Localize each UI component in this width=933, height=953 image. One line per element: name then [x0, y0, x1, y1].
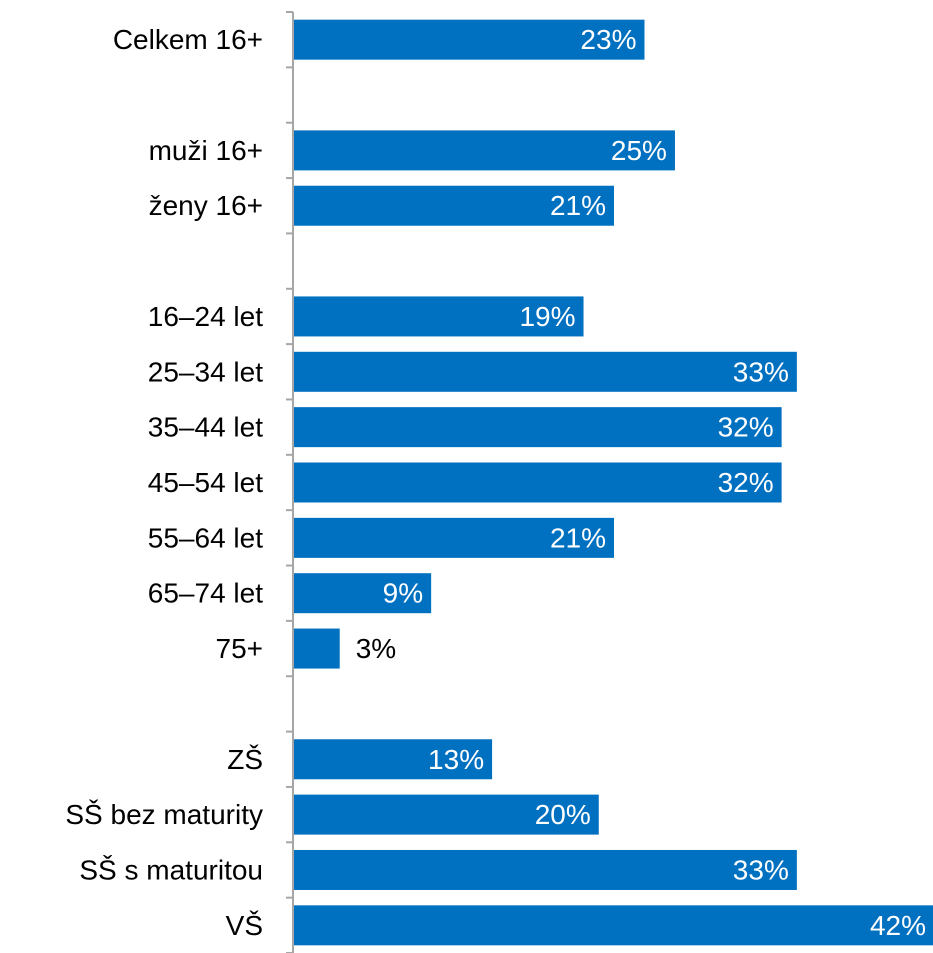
value-label: 25%	[611, 135, 667, 166]
category-label: 16–24 let	[148, 301, 263, 332]
bar	[294, 463, 782, 503]
value-label: 42%	[870, 910, 926, 941]
value-label: 21%	[550, 190, 606, 221]
value-label: 33%	[733, 854, 789, 885]
axis-ticks	[286, 12, 293, 953]
category-label: 45–54 let	[148, 467, 263, 498]
category-label: 55–64 let	[148, 522, 263, 553]
category-label: SŠ bez maturity	[65, 799, 263, 830]
bar	[294, 629, 340, 669]
category-label: 25–34 let	[148, 356, 263, 387]
category-label: 35–44 let	[148, 412, 263, 443]
value-label: 13%	[428, 744, 484, 775]
category-label: VŠ	[226, 910, 263, 941]
bar	[294, 905, 933, 945]
value-label: 23%	[580, 24, 636, 55]
value-label: 21%	[550, 522, 606, 553]
value-label: 33%	[733, 356, 789, 387]
category-label: 75+	[216, 633, 264, 664]
value-label: 32%	[718, 412, 774, 443]
value-label: 9%	[383, 578, 423, 609]
bar	[294, 850, 797, 890]
value-label: 20%	[535, 799, 591, 830]
value-label: 3%	[356, 633, 396, 664]
bar	[294, 407, 782, 447]
value-label: 32%	[718, 467, 774, 498]
category-label: Celkem 16+	[113, 24, 263, 55]
category-labels: Celkem 16+ muži 16+ ženy 16+ 16–24 let 25–34…	[65, 24, 263, 941]
value-label: 19%	[519, 301, 575, 332]
category-label: SŠ s maturitou	[79, 854, 263, 885]
category-label: 65–74 let	[148, 578, 263, 609]
category-label: muži 16+	[149, 135, 263, 166]
bar	[294, 352, 797, 392]
category-label: ženy 16+	[149, 190, 263, 221]
category-label: ZŠ	[227, 744, 263, 775]
